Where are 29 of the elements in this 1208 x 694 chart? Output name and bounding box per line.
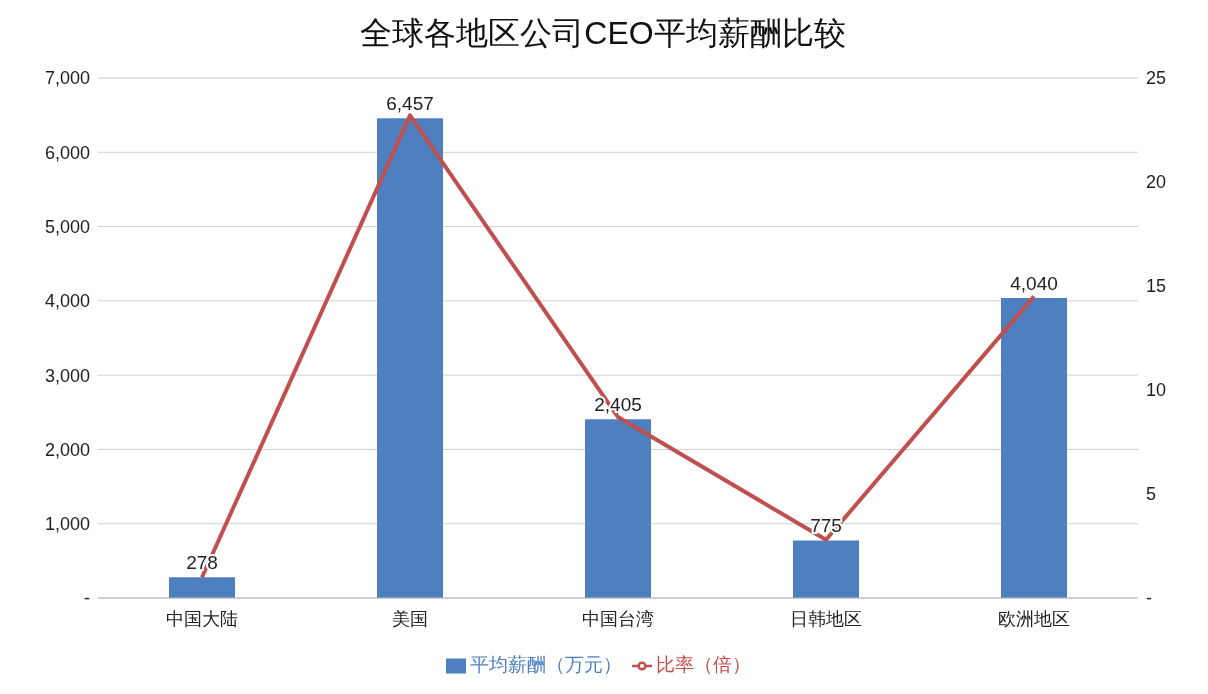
x-tick-label: 日韩地区 bbox=[790, 608, 862, 629]
bar bbox=[585, 419, 651, 598]
y-tick-label: 2,000 bbox=[44, 439, 90, 460]
legend-label: 平均薪酬（万元） bbox=[469, 654, 622, 675]
data-label: 6,457 bbox=[386, 93, 434, 115]
x-tick-label: 中国大陆 bbox=[166, 608, 238, 629]
x-tick-label: 欧洲地区 bbox=[998, 608, 1070, 629]
y-tick-label: 5,000 bbox=[44, 216, 90, 237]
bar bbox=[377, 118, 443, 598]
y2-tick-label: 10 bbox=[1146, 380, 1167, 401]
y-tick-label: - bbox=[84, 588, 90, 609]
data-label: 4,040 bbox=[1010, 272, 1058, 294]
y2-tick-label: 25 bbox=[1146, 68, 1167, 89]
y2-tick-label: - bbox=[1146, 588, 1152, 609]
x-tick-label: 中国台湾 bbox=[582, 608, 654, 629]
y-tick-label: 7,000 bbox=[44, 68, 90, 89]
x-tick-label: 美国 bbox=[392, 608, 428, 629]
legend-label: 比率（倍） bbox=[655, 654, 751, 675]
chart-title: 全球各地区公司CEO平均薪酬比较 bbox=[359, 14, 847, 53]
y2-tick-label: 20 bbox=[1146, 172, 1167, 193]
y-tick-label: 1,000 bbox=[44, 514, 90, 535]
bar bbox=[1001, 297, 1067, 598]
bar bbox=[169, 577, 235, 598]
y-tick-label: 3,000 bbox=[44, 365, 90, 386]
y2-tick-label: 5 bbox=[1146, 484, 1157, 505]
y2-tick-label: 15 bbox=[1146, 276, 1167, 297]
y-tick-label: 6,000 bbox=[44, 142, 90, 163]
y-tick-label: 4,000 bbox=[44, 291, 90, 312]
bar bbox=[793, 540, 859, 598]
